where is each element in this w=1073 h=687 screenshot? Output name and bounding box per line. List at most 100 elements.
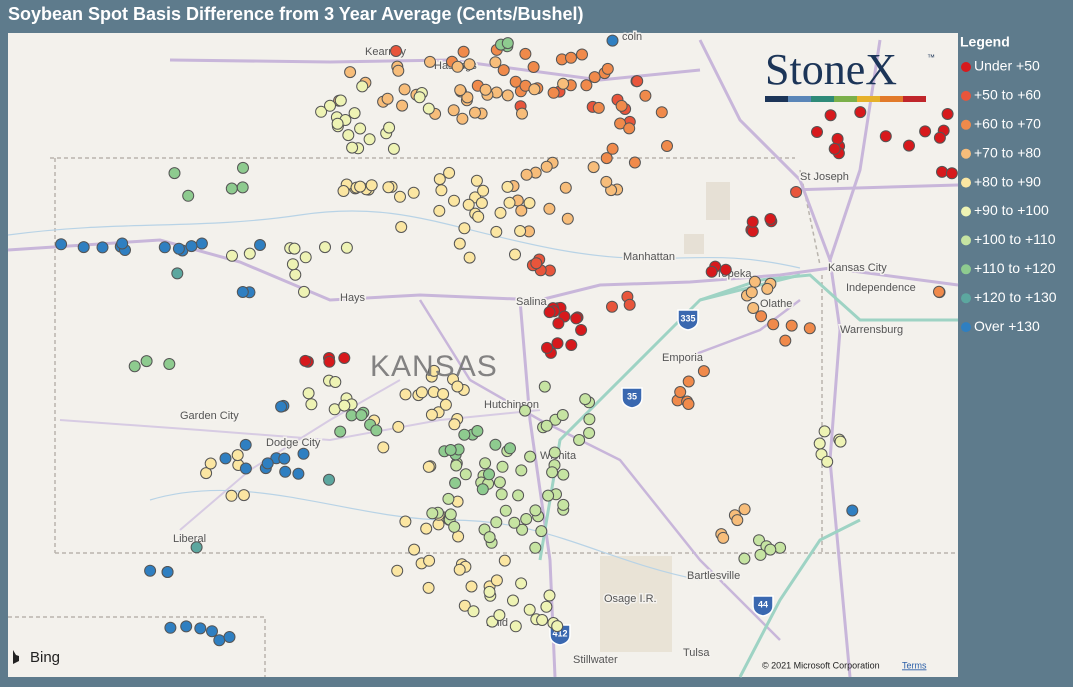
site-marker <box>779 334 792 347</box>
place-label: coln <box>622 31 642 43</box>
site-marker <box>200 467 213 480</box>
site-marker <box>592 101 605 114</box>
site-marker <box>299 354 312 367</box>
site-marker <box>348 107 361 120</box>
site-marker <box>536 614 549 626</box>
legend-swatch <box>961 148 971 159</box>
site-marker <box>846 504 859 517</box>
site-marker <box>365 179 378 192</box>
site-marker <box>504 442 516 455</box>
place-label: Stillwater <box>573 654 618 666</box>
site-marker <box>945 167 958 180</box>
site-marker <box>834 435 847 448</box>
site-marker <box>458 428 471 441</box>
road <box>679 299 801 362</box>
site-marker <box>462 198 475 211</box>
site-marker <box>623 298 636 311</box>
state-label: KANSAS <box>370 350 498 383</box>
site-marker <box>501 89 514 102</box>
site-marker <box>600 152 613 165</box>
legend-title: Legend <box>960 34 1010 50</box>
site-marker <box>548 446 561 459</box>
site-marker <box>755 310 768 323</box>
site-marker <box>547 86 560 99</box>
logo-bar-segment <box>903 96 926 102</box>
site-marker <box>231 449 244 462</box>
site-marker <box>519 404 531 417</box>
place-label: Osage I.R. <box>604 593 657 605</box>
site-marker <box>494 206 507 219</box>
site-marker <box>556 409 569 421</box>
site-marker <box>936 165 948 178</box>
site-marker <box>747 302 760 314</box>
site-marker <box>278 452 291 465</box>
place-label: Manhattan <box>623 251 675 263</box>
site-marker <box>195 237 208 250</box>
site-marker <box>501 37 514 50</box>
site-marker <box>541 341 553 354</box>
site-marker <box>413 91 426 104</box>
site-marker <box>557 77 570 90</box>
site-marker <box>422 460 435 473</box>
site-marker <box>476 483 489 496</box>
site-marker <box>77 241 90 254</box>
site-marker <box>606 300 618 313</box>
site-marker <box>738 503 751 516</box>
site-marker <box>206 625 218 638</box>
place-label: Salina <box>516 296 547 308</box>
site-marker <box>543 306 556 319</box>
site-marker <box>479 457 492 470</box>
site-marker <box>557 468 570 481</box>
shield-number: 335 <box>680 313 695 323</box>
logo-bar-segment <box>811 96 834 102</box>
site-marker <box>705 265 718 278</box>
site-marker <box>334 425 347 438</box>
logo-bar-segment <box>788 96 811 102</box>
shield-number: 35 <box>627 391 637 401</box>
site-marker <box>243 247 256 260</box>
site-marker <box>182 189 195 202</box>
legend-swatch <box>961 119 971 130</box>
title: Soybean Spot Basis Difference from 3 Yea… <box>8 4 584 24</box>
site-marker <box>225 182 238 195</box>
site-marker <box>172 242 185 255</box>
logo-bar-segment <box>880 96 903 102</box>
site-marker <box>507 594 519 607</box>
site-marker <box>514 225 527 237</box>
bing-icon <box>13 650 19 664</box>
site-marker <box>933 285 945 298</box>
site-marker <box>439 398 452 411</box>
legend-swatch <box>961 264 971 275</box>
site-marker <box>394 190 406 203</box>
site-marker <box>299 251 312 264</box>
site-marker <box>576 48 588 61</box>
site-marker <box>354 180 367 193</box>
osage-area <box>600 556 672 652</box>
site-marker <box>337 185 350 197</box>
site-marker <box>579 393 592 406</box>
site-marker <box>457 45 470 58</box>
terms-link[interactable]: Terms <box>902 660 927 670</box>
site-marker <box>615 99 628 112</box>
site-marker <box>396 99 409 112</box>
site-marker <box>450 459 463 472</box>
site-marker <box>329 376 342 388</box>
site-marker <box>538 380 551 393</box>
site-marker <box>489 438 502 451</box>
site-marker <box>302 387 315 400</box>
site-marker <box>392 420 405 433</box>
site-marker <box>495 488 508 501</box>
site-marker <box>354 122 367 135</box>
site-marker <box>661 140 673 152</box>
site-marker <box>821 455 834 468</box>
site-marker <box>279 465 292 478</box>
site-marker <box>529 541 542 554</box>
site-marker <box>682 398 695 410</box>
site-marker <box>163 358 176 370</box>
site-marker <box>459 468 472 481</box>
site-marker <box>552 317 565 330</box>
site-marker <box>444 444 457 456</box>
site-marker <box>551 620 564 633</box>
site-marker <box>194 622 207 635</box>
site-marker <box>451 380 464 393</box>
